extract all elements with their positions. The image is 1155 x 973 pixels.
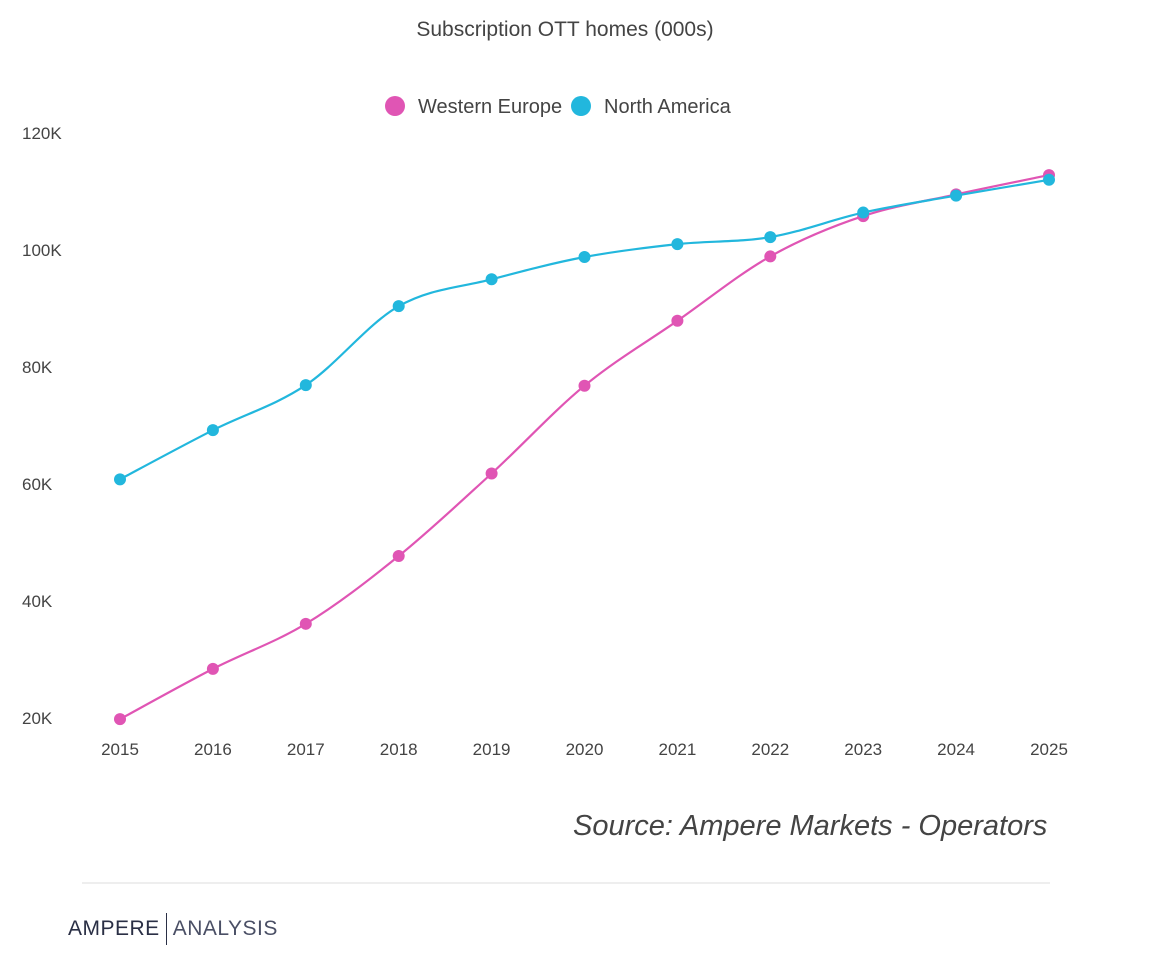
footer-divider	[82, 882, 1050, 884]
x-tick-label: 2016	[194, 740, 232, 759]
x-tick-label: 2023	[844, 740, 882, 759]
data-point-north-america-2015[interactable]	[114, 473, 126, 486]
logo-brand: AMPERE	[68, 917, 160, 940]
x-tick-label: 2025	[1030, 740, 1068, 759]
y-tick-label: 100K	[22, 241, 62, 260]
logo-divider	[165, 913, 167, 945]
data-point-western-europe-2021[interactable]	[671, 314, 684, 327]
legend-marker-western-europe[interactable]	[385, 96, 405, 116]
data-point-western-europe-2020[interactable]	[578, 379, 591, 392]
x-tick-label: 2024	[937, 740, 975, 759]
legend-marker-north-america[interactable]	[571, 96, 591, 116]
series-line-western-europe	[119, 174, 1050, 721]
x-tick-label: 2017	[287, 740, 325, 759]
data-point-western-europe-2016[interactable]	[206, 662, 219, 675]
x-tick-label: 2022	[751, 740, 789, 759]
y-tick-label: 80K	[22, 358, 53, 377]
legend-label[interactable]: North America	[604, 96, 732, 118]
chart-title: Subscription OTT homes (000s)	[416, 18, 713, 41]
x-tick-label: 2015	[101, 740, 139, 759]
data-point-western-europe-2018[interactable]	[392, 549, 405, 562]
data-point-western-europe-2019[interactable]	[485, 467, 498, 480]
data-point-north-america-2023[interactable]	[857, 206, 870, 219]
data-point-north-america-2022[interactable]	[764, 231, 777, 244]
y-tick-label: 120K	[22, 124, 62, 143]
line-chart: Subscription OTT homes (000s) Western Eu…	[22, 18, 1068, 759]
ampere-analysis-logo: AMPERE ANALYSIS	[68, 913, 278, 945]
data-point-north-america-2018[interactable]	[392, 300, 405, 313]
series-group	[114, 169, 1055, 726]
data-point-north-america-2016[interactable]	[206, 424, 219, 437]
y-tick-label: 60K	[22, 475, 53, 494]
x-tick-label: 2021	[658, 740, 696, 759]
logo-sub: ANALYSIS	[172, 917, 278, 940]
data-point-western-europe-2017[interactable]	[299, 617, 312, 630]
data-point-western-europe-2022[interactable]	[764, 250, 777, 263]
x-axis: 2015 2016 2017 2018 2019 2020 2021 2022 2023 2024…	[101, 740, 1068, 759]
data-point-north-america-2017[interactable]	[299, 379, 312, 392]
y-axis: 20K 40K 60K 80K 100K 120K	[22, 124, 62, 728]
legend: Western Europe North America	[385, 96, 732, 118]
data-point-north-america-2024[interactable]	[950, 189, 963, 202]
source-note: Source: Ampere Markets - Operators	[573, 810, 1048, 842]
series-line-north-america	[119, 178, 1050, 481]
data-point-north-america-2021[interactable]	[671, 238, 684, 251]
x-tick-label: 2018	[380, 740, 418, 759]
y-tick-label: 20K	[22, 709, 53, 728]
y-tick-label: 40K	[22, 592, 53, 611]
x-tick-label: 2019	[473, 740, 511, 759]
legend-label[interactable]: Western Europe	[418, 96, 562, 118]
x-tick-label: 2020	[566, 740, 604, 759]
data-point-north-america-2020[interactable]	[578, 251, 591, 264]
data-point-north-america-2025[interactable]	[1043, 173, 1055, 186]
data-point-north-america-2019[interactable]	[485, 273, 498, 286]
data-point-western-europe-2015[interactable]	[114, 713, 126, 726]
